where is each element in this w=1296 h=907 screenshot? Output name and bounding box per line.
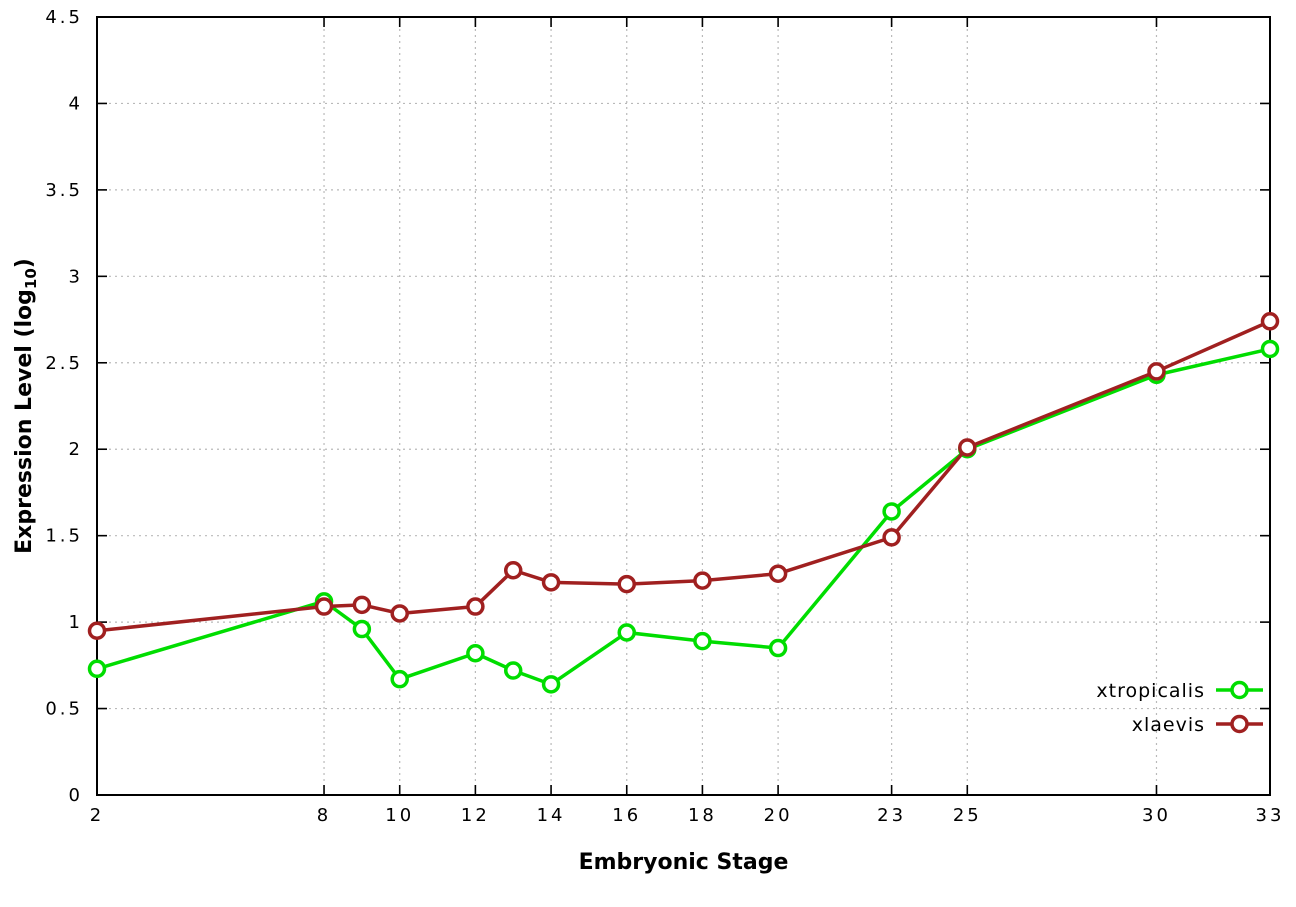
data-point-xtropicalis: [1260, 339, 1280, 359]
svg-text:4: 4: [69, 93, 83, 114]
x-axis-label-text: Embryonic Stage: [578, 850, 789, 875]
series-line-xlaevis: [95, 319, 1272, 633]
data-point-xtropicalis: [693, 631, 712, 651]
svg-text:2: 2: [69, 439, 83, 460]
tick-marks: [96, 16, 1271, 796]
svg-text:2: 2: [90, 805, 104, 826]
svg-text:25: 25: [953, 805, 982, 826]
svg-text:33: 33: [1256, 805, 1285, 826]
data-point-xlaevis: [882, 528, 901, 547]
svg-text:1.5: 1.5: [45, 526, 83, 547]
data-point-xtropicalis: [352, 619, 372, 639]
grid: [97, 17, 1270, 795]
svg-text:2.5: 2.5: [45, 353, 83, 374]
data-point-xlaevis: [314, 597, 334, 616]
svg-text:1: 1: [69, 612, 83, 633]
data-point-xlaevis: [466, 597, 485, 616]
svg-text:20: 20: [764, 805, 793, 826]
svg-text:0: 0: [69, 785, 83, 806]
data-point-xlaevis: [617, 574, 636, 594]
data-point-xtropicalis: [87, 659, 107, 679]
data-point-xtropicalis: [541, 675, 561, 694]
data-point-xtropicalis: [503, 661, 523, 680]
data-point-xlaevis: [958, 438, 977, 457]
y-tick-labels: 0 0.5 1 1.5 2 2.5 3 3.5 4 4.5: [45, 7, 83, 806]
data-point-xlaevis: [352, 595, 372, 615]
svg-text:10: 10: [385, 805, 414, 826]
svg-text:12: 12: [461, 805, 490, 826]
legend-label-xlaevis: xlaevis: [1132, 714, 1205, 736]
data-point-xlaevis: [390, 604, 409, 623]
series-line-xtropicalis: [95, 347, 1272, 687]
legend: xtropicalis xlaevis: [1096, 680, 1263, 736]
legend-entry-xtropicalis: xtropicalis: [1096, 680, 1263, 702]
svg-text:8: 8: [317, 805, 331, 826]
plot-border: [96, 16, 1271, 796]
data-point-xtropicalis: [882, 502, 901, 521]
data-point-xlaevis: [768, 564, 788, 583]
svg-text:0.5: 0.5: [45, 699, 83, 720]
data-point-xlaevis: [541, 573, 561, 592]
series-xlaevis: [87, 312, 1280, 641]
data-point-xlaevis: [503, 560, 523, 580]
data-point-xtropicalis: [617, 623, 636, 642]
svg-text:23: 23: [877, 805, 906, 826]
svg-text:4.5: 4.5: [45, 7, 83, 28]
data-point-xlaevis: [87, 621, 107, 641]
legend-sample-marker-xlaevis: [1230, 714, 1249, 734]
data-point-xtropicalis: [466, 643, 485, 663]
legend-sample-marker-xtropicalis: [1230, 680, 1249, 700]
y-axis-label-suffix: ): [11, 258, 37, 269]
svg-text:18: 18: [688, 805, 717, 826]
y-axis-label: Expression Level (log10): [12, 258, 40, 554]
legend-entry-xlaevis: xlaevis: [1132, 714, 1263, 736]
data-point-xlaevis: [1260, 312, 1280, 331]
data-point-xlaevis: [693, 571, 712, 590]
svg-text:3: 3: [69, 266, 83, 287]
svg-text:16: 16: [612, 805, 641, 826]
x-axis-label: Embryonic Stage: [97, 850, 1270, 875]
y-axis-label-subscript: 10: [22, 268, 41, 290]
svg-text:3.5: 3.5: [45, 180, 83, 201]
svg-text:14: 14: [537, 805, 566, 826]
x-tick-labels: 2 8 10 12 14 16 18 20 23 25 30 33: [90, 805, 1285, 826]
data-point-xlaevis: [1147, 362, 1166, 381]
data-point-xtropicalis: [768, 638, 788, 658]
y-axis-label-prefix: Expression Level (log: [11, 289, 37, 554]
data-point-xtropicalis: [390, 669, 409, 689]
svg-text:30: 30: [1142, 805, 1171, 826]
legend-label-xtropicalis: xtropicalis: [1096, 680, 1205, 702]
